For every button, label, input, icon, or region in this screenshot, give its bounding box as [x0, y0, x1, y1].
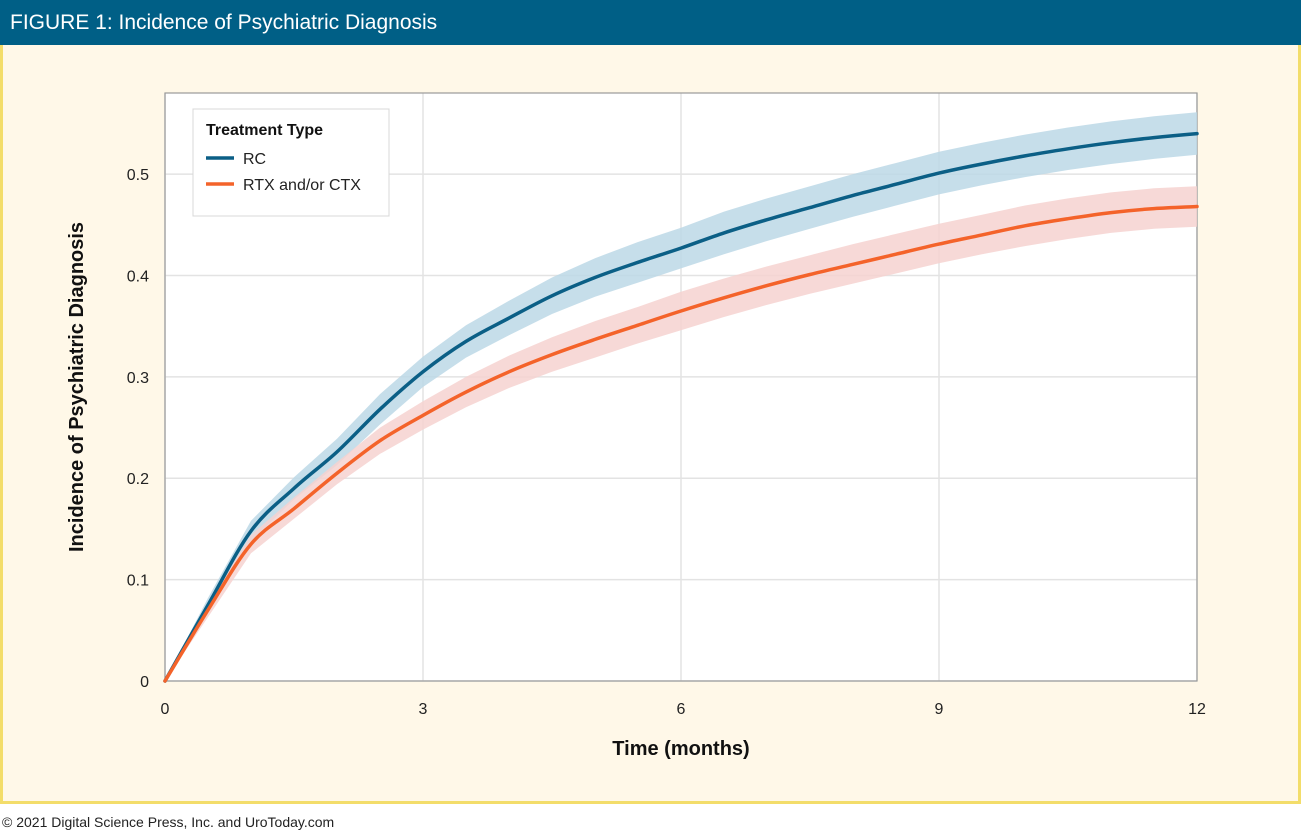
legend-box: [192, 108, 390, 217]
plot-border: [164, 92, 1198, 682]
y-tick-label: 0.4: [127, 268, 149, 285]
x-tick-label: 3: [419, 701, 428, 718]
incidence-chart: 0 3 6 9 12 0 0.1 0.2 0.3 0.4 0.5 Time (months) Inc…: [66, 92, 1206, 760]
y-axis-title: Incidence of Psychiatric Diagnosis: [66, 222, 88, 552]
x-tick-label: 6: [677, 701, 686, 718]
series-lines: [163, 131, 1199, 683]
legend-label-rc: RC: [243, 151, 266, 168]
figure-title: FIGURE 1: Incidence of Psychiatric Diagn…: [10, 11, 438, 34]
series-line-rtx-ctx: [163, 204, 1199, 683]
y-tick-label: 0.3: [127, 370, 149, 387]
x-tick-label: 0: [161, 701, 170, 718]
legend-items: RC RTX and/or CTX: [206, 151, 361, 194]
x-tick-label: 9: [935, 701, 944, 718]
legend-label-rtx-ctx: RTX and/or CTX: [243, 177, 361, 194]
tick-labels: 0 3 6 9 12 0 0.1 0.2 0.3 0.4 0.5: [127, 167, 1206, 718]
figure-header: FIGURE 1: Incidence of Psychiatric Diagn…: [0, 0, 1301, 45]
legend: Treatment Type RC RTX and/or CTX: [192, 108, 390, 217]
x-axis-title: Time (months): [612, 738, 749, 760]
y-tick-label: 0.2: [127, 471, 149, 488]
copyright-text: © 2021 Digital Science Press, Inc. and U…: [2, 814, 335, 830]
series-line-rc: [163, 131, 1199, 683]
x-tick-label: 12: [1188, 701, 1206, 718]
y-tick-label: 0: [140, 674, 149, 691]
y-tick-label: 0.5: [127, 167, 149, 184]
y-tick-label: 0.1: [127, 573, 149, 590]
legend-title: Treatment Type: [206, 122, 323, 139]
